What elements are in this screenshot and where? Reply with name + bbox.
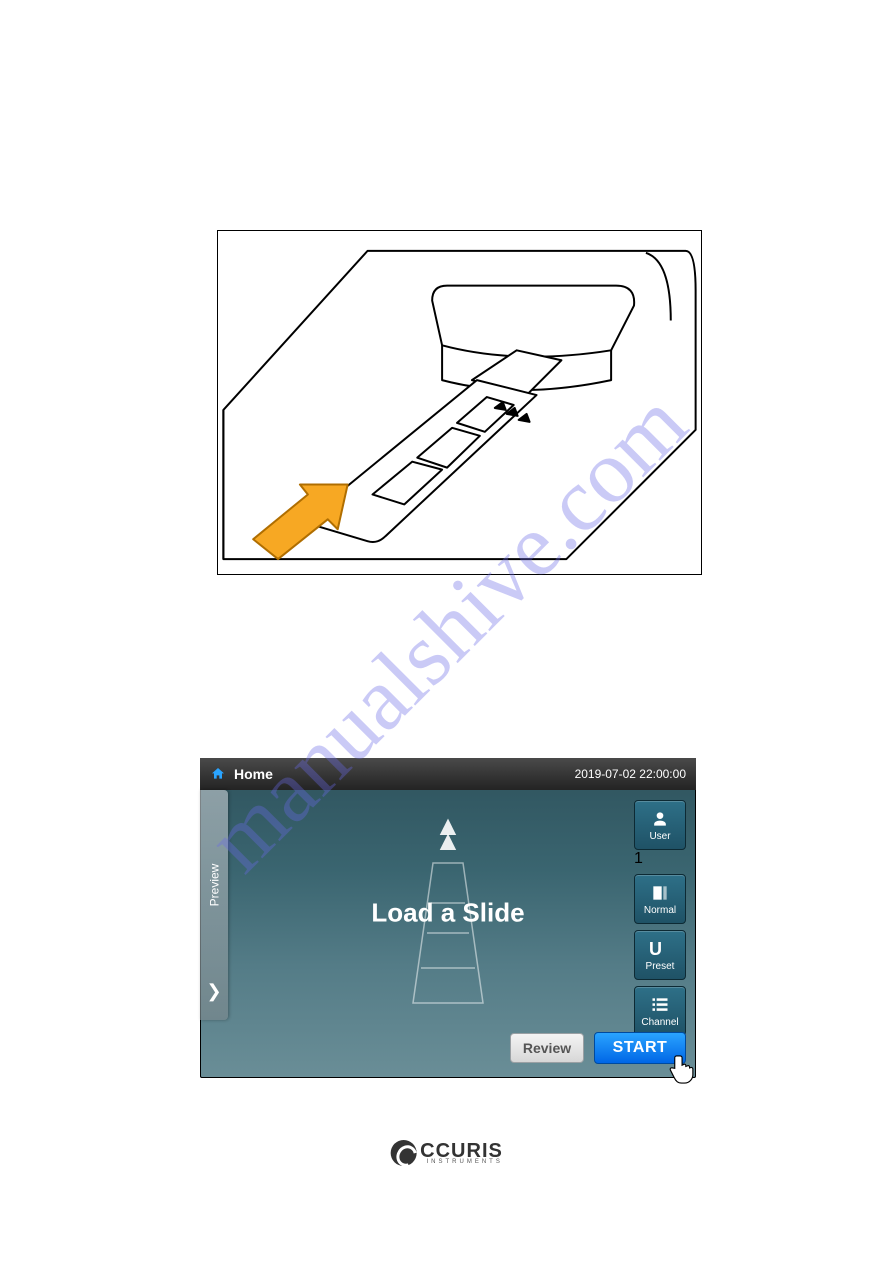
channel-button[interactable]: Channel (634, 986, 686, 1036)
normal-icon (649, 883, 671, 903)
preset-icon: U (649, 939, 671, 959)
preset-button-label: Preset (646, 961, 675, 972)
cursor-hand-icon (668, 1052, 698, 1086)
user-button-label: User (649, 831, 670, 842)
preview-tab[interactable]: Preview ❯ (200, 790, 228, 1020)
device-illustration (217, 230, 702, 575)
user-button[interactable]: User (634, 800, 686, 850)
review-button-label: Review (523, 1040, 571, 1056)
channel-button-label: Channel (641, 1017, 678, 1028)
load-slide-text: Load a Slide (371, 898, 524, 929)
chevron-up-icon: ▲▲ (434, 818, 462, 849)
slide-outline (403, 858, 493, 1008)
logo-mark-icon (390, 1140, 416, 1166)
user-badge: 1 (634, 850, 643, 867)
accuris-logo: CCURIS INSTRUMENTS (390, 1140, 503, 1166)
normal-button-label: Normal (644, 905, 676, 916)
center-area: ▲▲ Load a Slide (280, 808, 616, 1018)
device-home-screen: Home 2019-07-02 22:00:00 Preview ❯ ▲▲ Lo… (200, 758, 696, 1078)
start-button-label: START (613, 1039, 668, 1057)
titlebar: Home 2019-07-02 22:00:00 (200, 758, 696, 790)
chevron-right-icon: ❯ (206, 981, 221, 1002)
logo-brand: CCURIS (420, 1141, 503, 1161)
user-icon (649, 809, 671, 829)
page-title: Home (234, 766, 273, 782)
side-buttons: User 1 Normal U Preset Channel (634, 800, 686, 1036)
home-icon (210, 766, 226, 782)
normal-button[interactable]: Normal (634, 874, 686, 924)
list-icon (649, 995, 671, 1015)
timestamp: 2019-07-02 22:00:00 (575, 767, 686, 781)
preset-button[interactable]: U Preset (634, 930, 686, 980)
logo-subtitle: INSTRUMENTS (420, 1159, 503, 1165)
preview-tab-label: Preview (207, 864, 221, 907)
review-button[interactable]: Review (510, 1033, 584, 1063)
bottom-bar: Review START (510, 1032, 686, 1064)
